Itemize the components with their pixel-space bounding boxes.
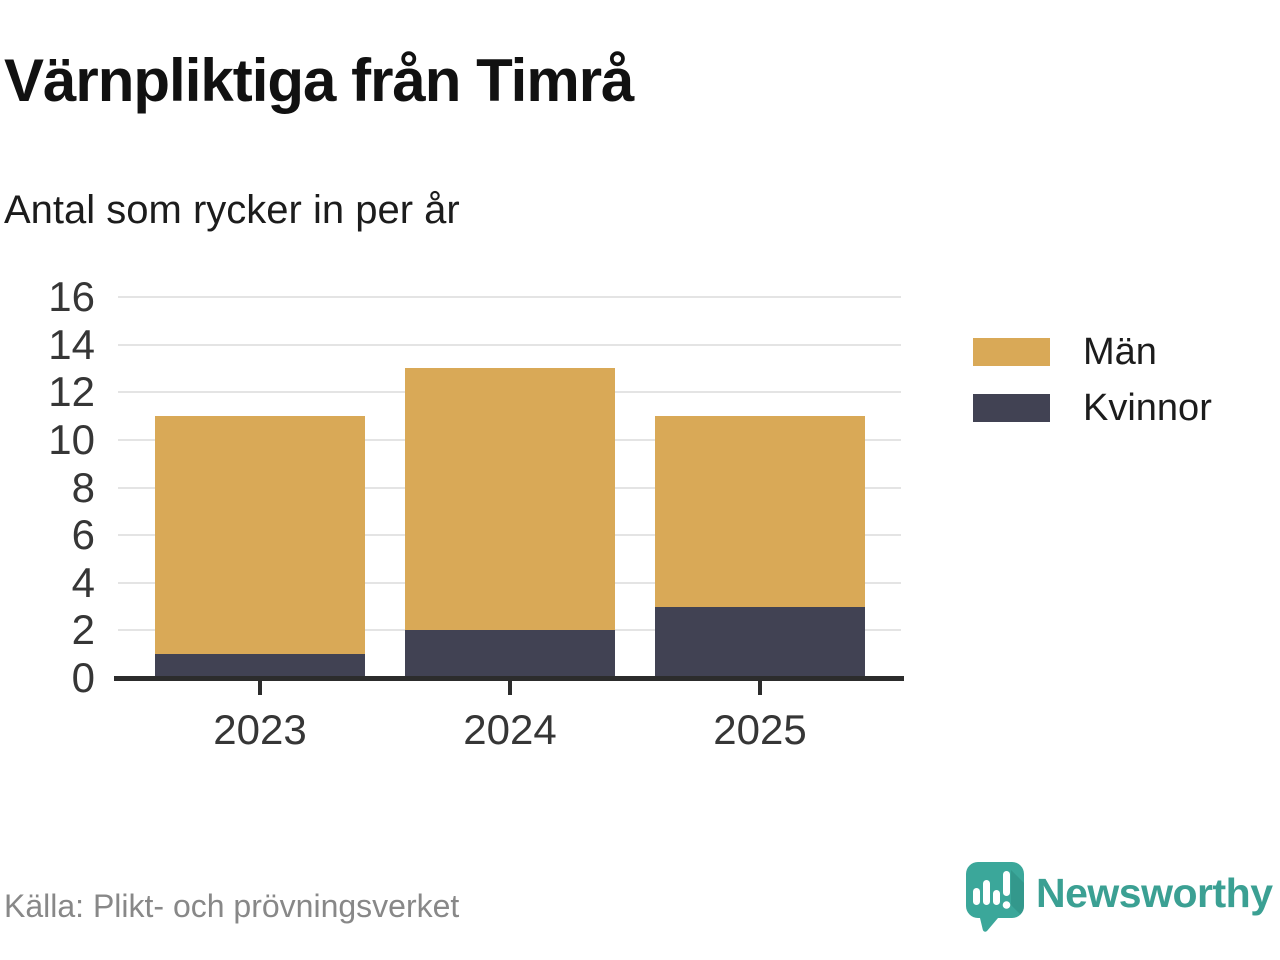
legend-label-men: Män (1083, 331, 1157, 373)
x-axis-label: 2025 (713, 706, 807, 753)
bar-segment-women (655, 606, 865, 678)
x-axis-line (114, 676, 904, 681)
y-axis-label: 14 (48, 320, 95, 368)
x-axis-label: 2023 (213, 706, 307, 753)
x-axis-tick (758, 681, 762, 695)
bar-segment-men (405, 368, 615, 631)
x-axis-tick (258, 681, 262, 695)
bar-segment-women (155, 654, 365, 678)
y-axis-label: 6 (71, 511, 95, 559)
newsworthy-wordmark: Newsworthy (1036, 870, 1273, 916)
bar-segment-men (655, 416, 865, 607)
bar-segment-men (155, 416, 365, 655)
legend-label-women: Kvinnor (1083, 387, 1212, 429)
page-title: Värnpliktiga från Timrå (4, 47, 634, 114)
bar-segment-women (405, 630, 615, 678)
x-axis-tick (508, 681, 512, 695)
source-caption: Källa: Plikt- och prövningsverket (4, 888, 460, 924)
x-axis-label: 2024 (463, 706, 557, 753)
newsworthy-logo: Newsworthy (962, 860, 1273, 932)
y-axis-label: 10 (48, 415, 95, 463)
gridline (118, 343, 901, 346)
gridline (118, 296, 901, 298)
chart-legend: Män Kvinnor (973, 333, 1212, 450)
y-axis-label: 8 (71, 463, 95, 511)
legend-swatch-men (973, 338, 1050, 366)
legend-item-women: Kvinnor (973, 389, 1212, 427)
y-axis-label: 2 (71, 606, 95, 654)
newsworthy-bubble-chart-icon (966, 862, 1024, 932)
legend-item-men: Män (973, 333, 1212, 371)
chart-subtitle: Antal som rycker in per år (4, 188, 460, 232)
y-axis-label: 12 (48, 368, 95, 416)
y-axis-label: 16 (48, 273, 95, 320)
y-axis-label: 4 (71, 558, 95, 606)
legend-swatch-women (973, 394, 1050, 422)
y-axis-label: 0 (71, 654, 95, 701)
